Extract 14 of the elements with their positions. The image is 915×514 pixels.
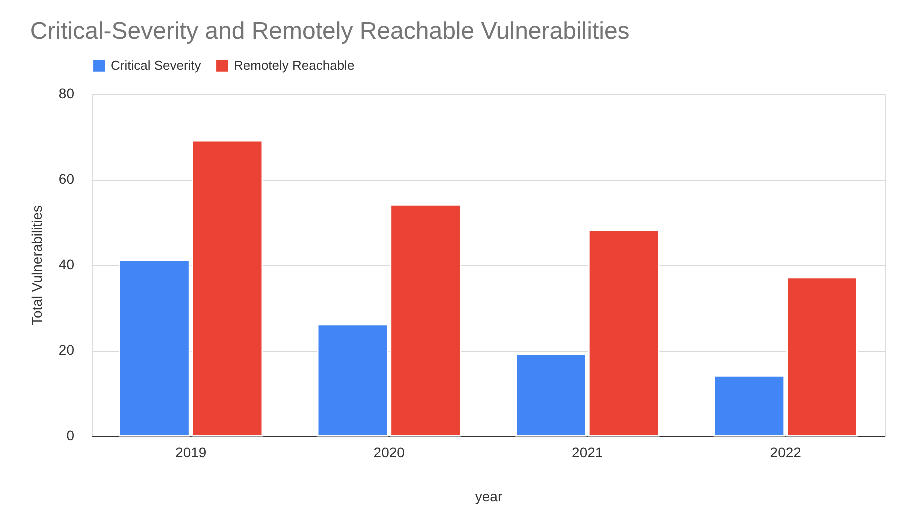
y-tick-label: 60 xyxy=(58,171,75,187)
x-tick-label: 2019 xyxy=(176,444,207,460)
y-tick-label: 20 xyxy=(58,342,75,358)
y-tick-label: 40 xyxy=(58,256,75,272)
chart-title: Critical-Severity and Remotely Reachable Vulnerabilities xyxy=(30,18,630,45)
y-tick-label: 0 xyxy=(66,428,75,444)
y-axis-title: Total Vulnerabilities xyxy=(28,205,45,326)
x-tick-label: 2020 xyxy=(374,444,406,460)
y-tick-label: 80 xyxy=(58,86,75,102)
legend-label: Critical Severity xyxy=(111,58,202,73)
legend-label: Remotely Reachable xyxy=(234,58,355,73)
x-axis-title: year xyxy=(475,488,503,504)
x-tick-label: 2021 xyxy=(572,444,604,460)
x-tick-label: 2022 xyxy=(770,444,802,460)
